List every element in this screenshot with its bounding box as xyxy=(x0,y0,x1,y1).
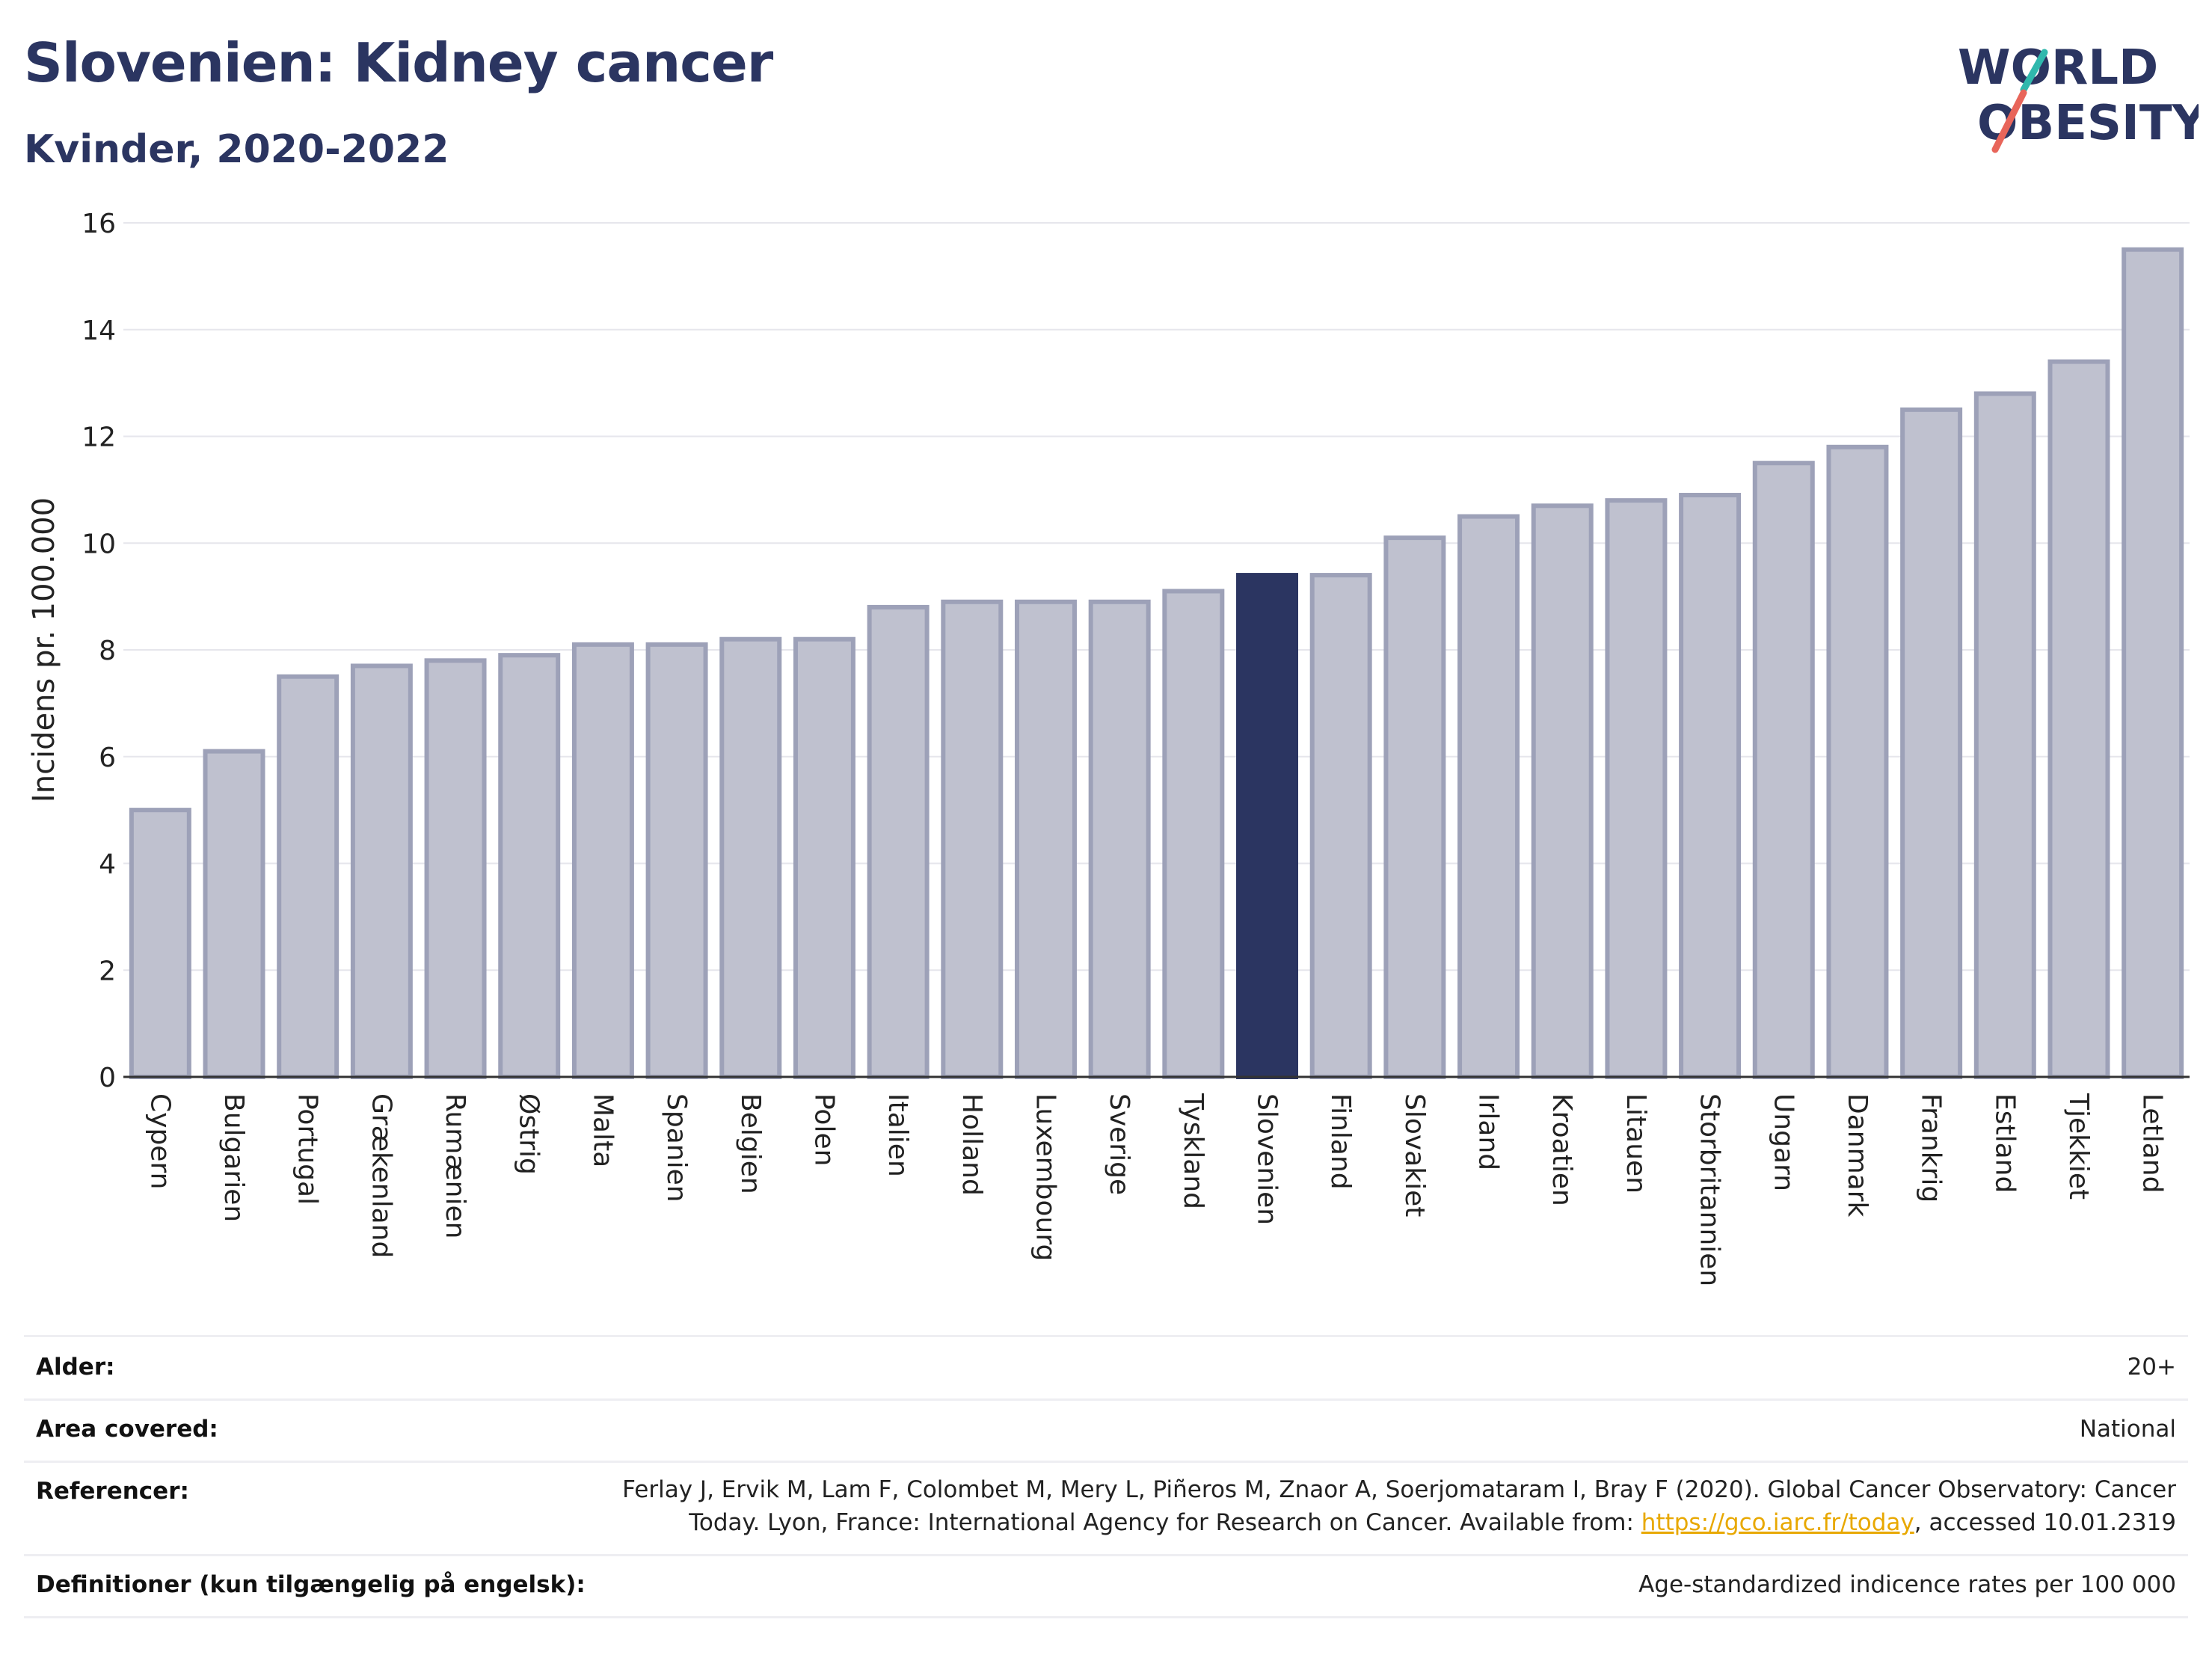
bar xyxy=(1605,498,1668,1079)
x-tick-label: Slovenien xyxy=(1252,1093,1282,1225)
references-line2-pre: Today. Lyon, France: International Agenc… xyxy=(689,1509,1641,1536)
x-tick-label: Sverige xyxy=(1104,1093,1134,1195)
bar xyxy=(350,663,413,1079)
bar xyxy=(2047,359,2110,1079)
x-tick-label: Ungarn xyxy=(1768,1093,1798,1191)
x-tick-label: Portugal xyxy=(292,1093,323,1205)
y-tick-label: 8 xyxy=(99,636,116,666)
bar xyxy=(1679,493,1742,1079)
bar xyxy=(867,604,930,1079)
bar xyxy=(1900,407,1963,1079)
bar xyxy=(1236,573,1299,1079)
x-tick-label: Holland xyxy=(956,1093,987,1196)
references-line2: Today. Lyon, France: International Agenc… xyxy=(622,1506,2176,1539)
bar xyxy=(571,642,634,1079)
bar xyxy=(1973,391,2036,1079)
bar xyxy=(1014,599,1077,1079)
x-tick-label: Italien xyxy=(882,1093,913,1177)
logo-red-stroke xyxy=(1991,89,2027,153)
y-tick-label: 10 xyxy=(82,529,116,559)
bar xyxy=(645,642,708,1079)
x-tick-label: Kroatien xyxy=(1546,1093,1577,1206)
references-line1: Ferlay J, Ervik M, Lam F, Colombet M, Me… xyxy=(622,1476,2176,1503)
bar-chart: 0 2 4 6 8 10 12 14 16 Incidens pr. 100.000 Cypern B… xyxy=(27,209,2190,1286)
area-value: National xyxy=(2079,1416,2176,1443)
x-tick-label: Danmark xyxy=(1842,1093,1872,1218)
bar xyxy=(941,599,1004,1079)
x-tick-label: Østrig xyxy=(514,1093,544,1175)
x-tick-label: Malta xyxy=(587,1093,618,1167)
bar xyxy=(719,636,782,1079)
x-tick-label: Cypern xyxy=(144,1093,175,1189)
y-tick-label: 4 xyxy=(99,850,116,880)
bar xyxy=(1752,461,1815,1079)
references-label: Referencer: xyxy=(36,1478,189,1505)
x-tick-label: Tyskland xyxy=(1178,1093,1208,1209)
x-tick-label: Slovakiet xyxy=(1399,1093,1430,1217)
x-tick-label: Spanien xyxy=(661,1093,692,1203)
x-tick-label: Polen xyxy=(808,1093,839,1166)
bar xyxy=(424,658,487,1079)
y-tick-label: 2 xyxy=(99,956,116,986)
x-tick-label: Frankrig xyxy=(1916,1093,1947,1203)
info-row-references: Referencer: Ferlay J, Ervik M, Lam F, Co… xyxy=(24,1463,2188,1556)
bar xyxy=(1457,514,1520,1079)
chart-subtitle: Kvinder, 2020-2022 xyxy=(24,127,449,172)
area-label: Area covered: xyxy=(36,1416,218,1443)
y-tick-label: 12 xyxy=(82,423,116,453)
bar xyxy=(1162,589,1225,1079)
x-tick-label: Storbritannien xyxy=(1695,1093,1725,1286)
info-row-definitions: Definitioner (kun tilgængelig på engelsk… xyxy=(24,1556,2188,1618)
bar xyxy=(203,749,265,1079)
x-tick-label: Bulgarien xyxy=(218,1093,249,1222)
y-axis-label: Incidens pr. 100.000 xyxy=(27,497,61,802)
x-tick-label: Tjekkiet xyxy=(2063,1093,2094,1200)
x-tick-label: Belgien xyxy=(735,1093,766,1194)
age-label: Alder: xyxy=(36,1354,115,1381)
definitions-value: Age-standardized indicence rates per 100… xyxy=(1638,1571,2176,1598)
age-value: 20+ xyxy=(2127,1354,2176,1381)
x-tick-label: Rumænien xyxy=(440,1093,470,1238)
bar xyxy=(1826,444,1889,1079)
y-tick-label: 6 xyxy=(99,743,116,773)
bar xyxy=(129,808,191,1079)
bar xyxy=(1088,599,1151,1079)
bar xyxy=(2122,247,2184,1079)
y-tick-label: 16 xyxy=(82,209,116,239)
definitions-label: Definitioner (kun tilgængelig på engelsk… xyxy=(36,1571,586,1598)
info-row-age: Alder: 20+ xyxy=(24,1337,2188,1401)
bar xyxy=(498,653,561,1079)
bar xyxy=(1383,535,1446,1079)
bar xyxy=(277,674,340,1079)
bar xyxy=(793,636,855,1079)
references-line2-post: , accessed 10.01.2319 xyxy=(1914,1509,2176,1536)
x-tick-label: Estland xyxy=(1989,1093,2020,1193)
x-tick-label: Luxembourg xyxy=(1030,1093,1060,1261)
y-tick-label: 14 xyxy=(82,316,116,346)
y-tick-label: 0 xyxy=(99,1063,116,1093)
x-tick-label: Finland xyxy=(1325,1093,1356,1190)
x-tick-label: Irland xyxy=(1473,1093,1504,1170)
chart-title: Slovenien: Kidney cancer xyxy=(24,31,773,94)
logo-teal-stroke xyxy=(2020,49,2048,93)
x-tick-label: Litauen xyxy=(1620,1093,1651,1194)
x-tick-label: Letland xyxy=(2137,1093,2168,1193)
world-obesity-logo: WORLD OBESITY xyxy=(1958,40,2199,153)
bar xyxy=(1309,573,1372,1079)
info-table: Alder: 20+ Area covered: National Refere… xyxy=(24,1335,2188,1618)
references-value: Ferlay J, Ervik M, Lam F, Colombet M, Me… xyxy=(622,1473,2176,1539)
bar xyxy=(1531,503,1594,1079)
x-tick-label: Grækenland xyxy=(366,1093,396,1258)
references-link[interactable]: https://gco.iarc.fr/today xyxy=(1641,1509,1914,1536)
logo-line1: WORLD xyxy=(1958,40,2158,96)
info-row-area: Area covered: National xyxy=(24,1401,2188,1463)
